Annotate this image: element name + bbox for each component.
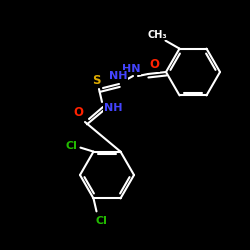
Text: NH: NH <box>104 103 122 113</box>
Text: O: O <box>73 106 83 120</box>
Text: Cl: Cl <box>96 216 108 226</box>
Text: S: S <box>92 74 100 86</box>
Text: HN: HN <box>122 64 140 74</box>
Text: CH₃: CH₃ <box>148 30 167 40</box>
Text: NH: NH <box>109 71 127 81</box>
Text: O: O <box>149 58 159 71</box>
Text: Cl: Cl <box>66 140 78 150</box>
